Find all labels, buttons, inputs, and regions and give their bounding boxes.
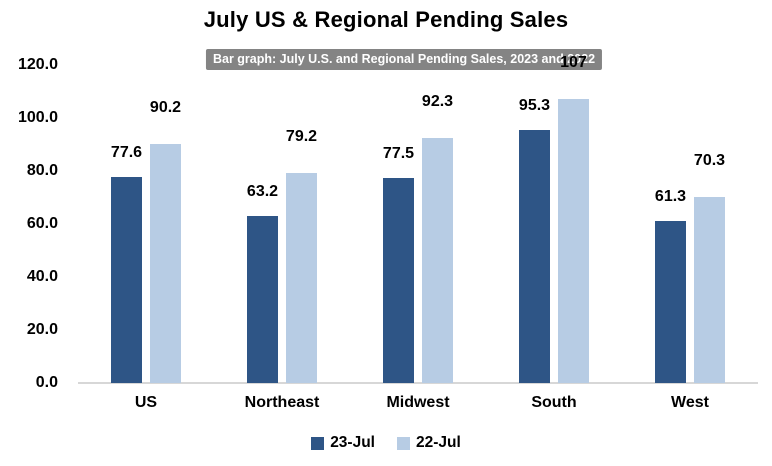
y-tick-label: 0.0 — [35, 374, 58, 391]
legend: 23-Jul 22-Jul — [0, 434, 772, 452]
bar-group-us: 77.6 90.2 US — [78, 65, 214, 411]
bar-22-jul-west — [694, 196, 725, 383]
legend-label: 23-Jul — [330, 434, 375, 451]
y-axis: 120.0 100.0 80.0 60.0 40.0 20.0 0.0 — [0, 0, 58, 466]
bar-value-label: 79.2 — [285, 128, 318, 146]
bar-value-label: 90.2 — [149, 98, 182, 116]
bar-23-jul-south — [519, 130, 550, 383]
bar-value-label: 61.3 — [654, 187, 687, 205]
bar-value-label: 92.3 — [421, 93, 454, 111]
category-label-midwest: Midwest — [386, 394, 450, 411]
legend-item-23-jul: 23-Jul — [311, 434, 375, 452]
bar-group-midwest: 77.5 92.3 Midwest — [350, 65, 486, 411]
category-label-south: South — [531, 394, 577, 411]
y-tick-label: 120.0 — [17, 56, 58, 73]
bar-value-label: 77.6 — [110, 144, 143, 162]
plot-area: 77.6 90.2 US 63.2 79.2 Northeast 77.5 92.3 Midwe… — [78, 54, 758, 411]
bar-value-label: 77.5 — [382, 144, 415, 162]
chart-title: July US & Regional Pending Sales — [203, 7, 569, 32]
bar-23-jul-west — [655, 220, 686, 383]
legend-label: 22-Jul — [416, 434, 461, 451]
bar-group-south: 95.3 107 South — [486, 54, 622, 411]
category-label-northeast: Northeast — [244, 394, 320, 411]
bar-value-label: 70.3 — [693, 151, 726, 169]
bar-value-label: 107 — [560, 54, 587, 72]
bar-22-jul-us — [150, 143, 181, 383]
legend-color-swatch-icon — [311, 436, 325, 450]
bar-value-label: 95.3 — [518, 97, 551, 115]
bar-group-west: 61.3 70.3 West — [622, 65, 758, 411]
bar-22-jul-midwest — [422, 138, 453, 383]
bar-23-jul-northeast — [247, 215, 278, 383]
category-label-us: US — [134, 394, 158, 411]
alt-text-tooltip: Bar graph: July U.S. and Regional Pendin… — [205, 49, 603, 70]
category-label-west: West — [671, 394, 709, 411]
y-tick-label: 80.0 — [26, 162, 58, 179]
y-tick-label: 20.0 — [26, 321, 58, 338]
y-tick-label: 60.0 — [26, 215, 58, 232]
y-tick-label: 40.0 — [26, 268, 58, 285]
bar-22-jul-south — [558, 99, 589, 383]
legend-color-swatch-icon — [397, 436, 410, 450]
x-axis-line — [78, 382, 758, 384]
bar-23-jul-midwest — [383, 177, 414, 383]
bar-22-jul-northeast — [286, 173, 317, 383]
bar-group-northeast: 63.2 79.2 Northeast — [214, 65, 350, 411]
bar-value-label: 63.2 — [246, 182, 279, 200]
y-tick-label: 100.0 — [17, 109, 58, 126]
legend-item-22-jul: 22-Jul — [397, 434, 461, 452]
bar-23-jul-us — [111, 177, 142, 383]
